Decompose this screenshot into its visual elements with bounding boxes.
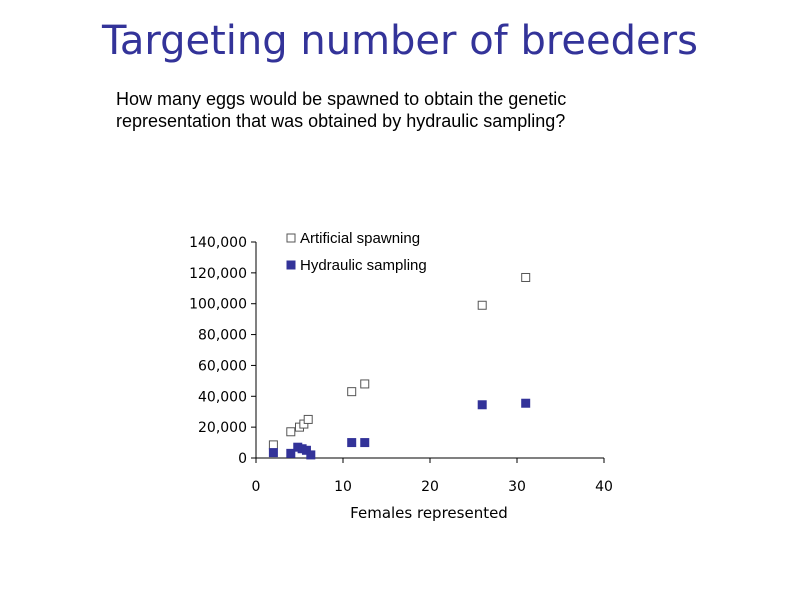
hydraulic-sampling-point xyxy=(360,438,370,448)
chart-legend: Artificial spawning Hydraulic sampling xyxy=(286,230,427,274)
y-tick-label: 80,000 xyxy=(198,328,247,344)
y-axis-title: Number of eggs collected xyxy=(151,250,169,443)
x-tick-label: 20 xyxy=(421,479,439,495)
y-tick-label: 40,000 xyxy=(198,389,247,405)
y-tick-label: 100,000 xyxy=(189,297,247,313)
slide-subtitle: How many eggs would be spawned to obtain… xyxy=(116,89,567,131)
artificial-spawning-point xyxy=(521,272,531,282)
y-tick-label: 20,000 xyxy=(198,420,247,436)
data-points xyxy=(268,272,531,460)
artificial-spawning-point xyxy=(303,414,313,424)
hydraulic-sampling-point xyxy=(521,398,531,408)
x-axis-title: Females represented xyxy=(350,504,508,522)
legend-entry: Artificial spawning xyxy=(300,230,420,247)
y-tick-label: 60,000 xyxy=(198,358,247,374)
legend-entry: Hydraulic sampling xyxy=(300,257,427,274)
hydraulic-sampling-point xyxy=(286,448,296,458)
x-tick-label: 10 xyxy=(334,479,352,495)
legend-marker xyxy=(286,260,296,270)
x-tick-label: 30 xyxy=(508,479,526,495)
y-tick-labels: 0 20,000 40,000 60,000 80,000 100,000 120,000 1… xyxy=(189,235,247,467)
x-tick-label: 0 xyxy=(252,479,261,495)
artificial-spawning-point xyxy=(268,440,278,450)
x-tick-label: 40 xyxy=(595,479,613,495)
hydraulic-sampling-point xyxy=(268,448,278,458)
hydraulic-sampling-point xyxy=(347,438,357,448)
artificial-spawning-point xyxy=(477,300,487,310)
legend-marker xyxy=(286,233,296,243)
artificial-spawning-point xyxy=(286,427,296,437)
y-tick-label: 120,000 xyxy=(189,266,247,282)
slide-title: Targeting number of breeders xyxy=(102,18,698,64)
hydraulic-sampling-point xyxy=(477,400,487,410)
hydraulic-sampling-point xyxy=(306,450,316,460)
artificial-spawning-point xyxy=(360,379,370,389)
x-tick-labels: 0 10 20 30 40 xyxy=(252,479,613,495)
artificial-spawning-point xyxy=(347,387,357,397)
y-tick-label: 0 xyxy=(238,451,247,467)
y-tick-label: 140,000 xyxy=(189,235,247,251)
